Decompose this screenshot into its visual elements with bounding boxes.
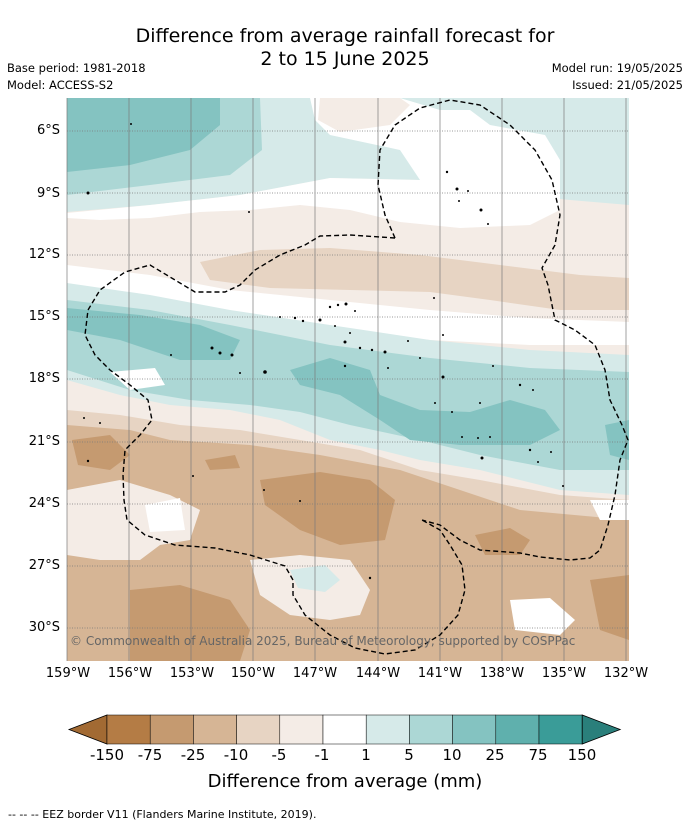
colorbar-tick: -10: [223, 746, 249, 764]
colorbar-swatch: [365, 714, 410, 745]
model-run: Model run: 19/05/2025: [551, 61, 683, 75]
lat-label: 21°S: [28, 434, 60, 449]
lon-label: 135°W: [541, 666, 587, 681]
colorbar-tick: 25: [485, 746, 505, 764]
lat-label: 24°S: [28, 496, 60, 511]
colorbar-tick: 10: [442, 746, 462, 764]
colorbar-arrow-min: [67, 714, 108, 745]
lon-label: 144°W: [355, 666, 401, 681]
copyright-notice: © Commonwealth of Australia 2025, Bureau…: [70, 634, 576, 648]
eez-border: [84, 99, 629, 655]
colorbar-swatch: [322, 714, 367, 745]
lat-label: 27°S: [28, 558, 60, 573]
islands: [83, 123, 564, 580]
colorbar-swatch: [409, 714, 453, 745]
colorbar-swatch: [538, 714, 583, 745]
colorbar-swatch: [106, 714, 151, 745]
graticule: [66, 98, 629, 661]
colorbar-tick: 75: [528, 746, 548, 764]
lat-label: 30°S: [28, 620, 60, 635]
colorbar-swatch: [279, 714, 324, 745]
colorbar-tick: 150: [567, 746, 597, 764]
lon-label: 147°W: [292, 666, 338, 681]
lat-label: 18°S: [28, 371, 60, 386]
colorbar-tick: -75: [137, 746, 163, 764]
colorbar-swatch: [452, 714, 497, 745]
colorbar-arrow-max: [581, 714, 622, 745]
lon-label: 132°W: [603, 666, 649, 681]
lon-label: 156°W: [107, 666, 153, 681]
lon-label: 141°W: [417, 666, 463, 681]
issued-date: Issued: 21/05/2025: [572, 78, 683, 92]
colorbar-tick: -150: [89, 746, 125, 764]
map-title-line1: Difference from average rainfall forecas…: [135, 25, 555, 47]
lat-label: 6°S: [36, 123, 60, 138]
colorbar-tick: 1: [361, 746, 371, 764]
colorbar-tick: 5: [404, 746, 414, 764]
colorbar-tick: -1: [314, 746, 330, 764]
colorbar-title: Difference from average (mm): [207, 771, 483, 792]
colorbar-tick: -25: [180, 746, 206, 764]
lat-label: 12°S: [28, 247, 60, 262]
lon-label: 153°W: [169, 666, 215, 681]
colorbar-swatch: [495, 714, 540, 745]
colorbar-swatch: [149, 714, 194, 745]
colorbar-swatch: [236, 714, 281, 745]
base-period: Base period: 1981-2018: [7, 61, 146, 75]
lat-label: 15°S: [28, 309, 60, 324]
map-title-line2: 2 to 15 June 2025: [260, 48, 430, 70]
lat-label: 9°S: [36, 186, 60, 201]
map-shading: [67, 98, 629, 661]
lon-label: 138°W: [479, 666, 525, 681]
lon-label: 150°W: [230, 666, 276, 681]
colorbar-swatch: [193, 714, 237, 745]
colorbar-tick: -5: [271, 746, 287, 764]
eez-legend-note: -- -- -- EEZ border V11 (Flanders Marine…: [8, 808, 317, 821]
colorbar: [67, 714, 622, 745]
lon-label: 159°W: [45, 666, 91, 681]
model-name: Model: ACCESS-S2: [7, 78, 114, 92]
